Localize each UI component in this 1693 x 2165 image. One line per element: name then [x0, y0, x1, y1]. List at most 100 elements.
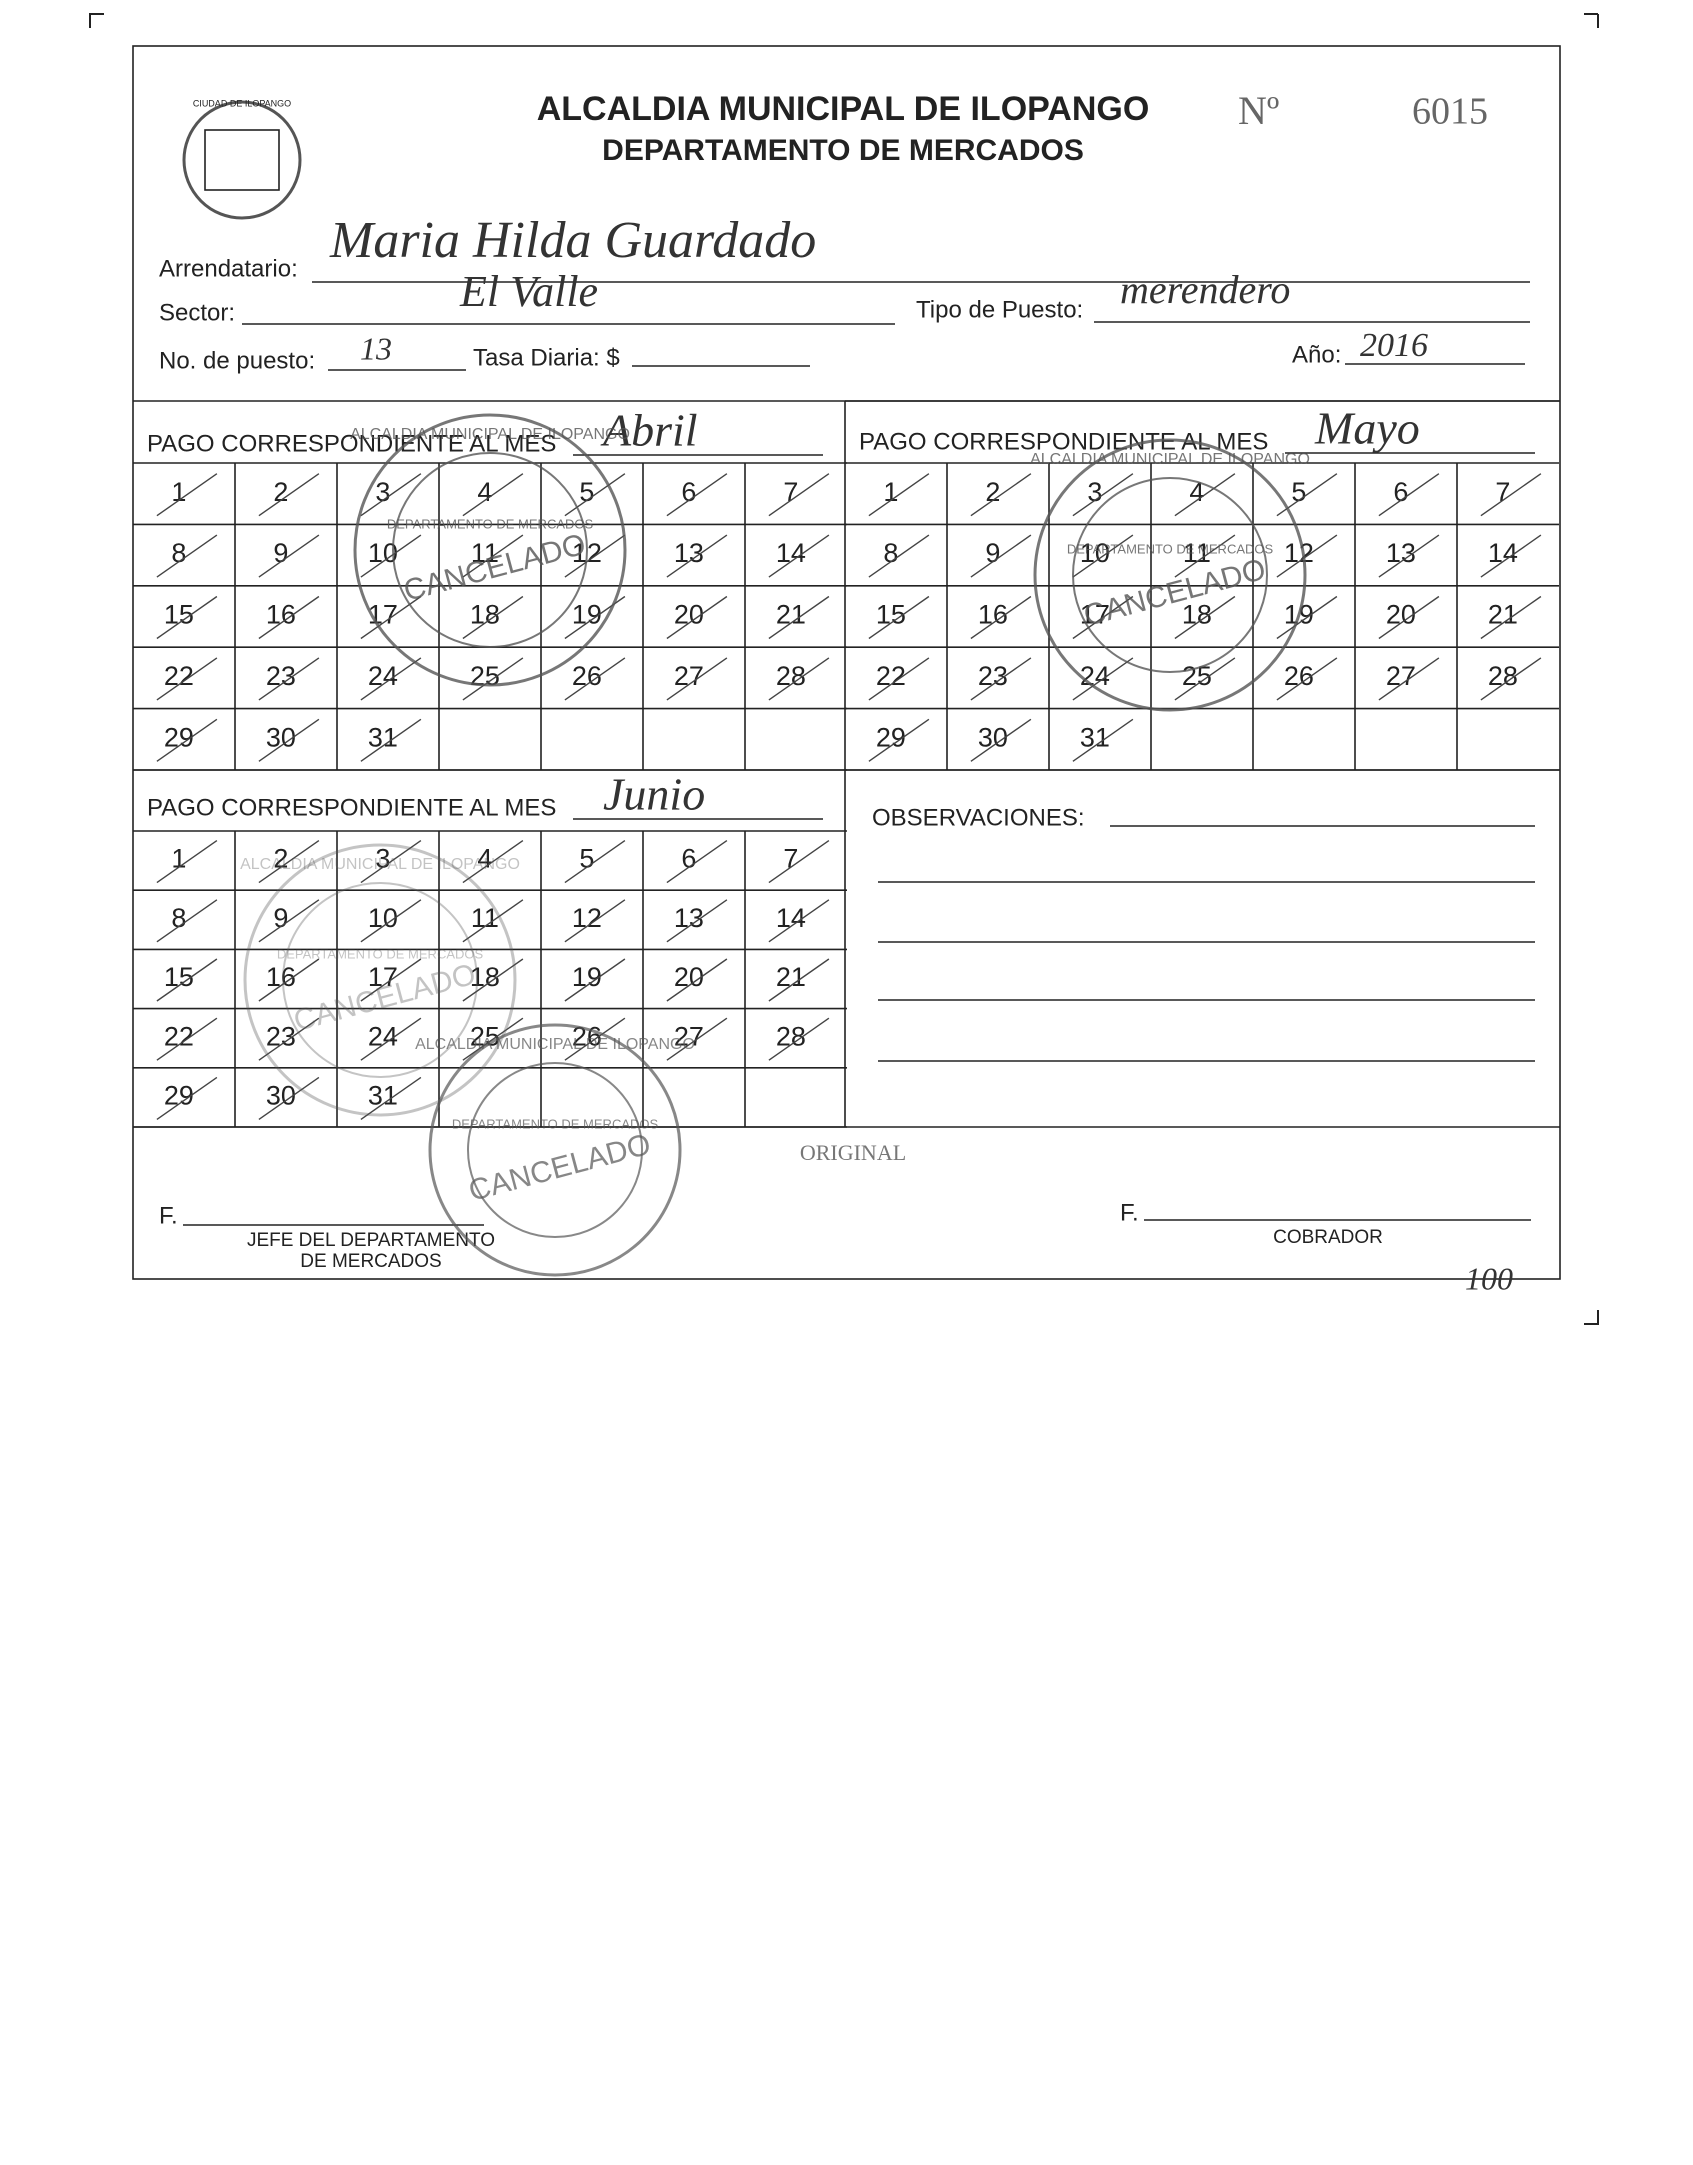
- day-number: 27: [674, 661, 704, 691]
- month-label: PAGO CORRESPONDIENTE AL MES: [147, 794, 556, 821]
- paid-mark: [360, 534, 422, 578]
- paid-mark: [564, 534, 626, 578]
- day-number: 14: [1488, 538, 1518, 568]
- title: ALCALDIA MUNICIPAL DE ILOPANGO: [537, 90, 1150, 128]
- day-number: 24: [368, 1021, 398, 1051]
- stamp: [353, 413, 627, 687]
- day-number: 25: [1182, 661, 1212, 691]
- field-label: Sector:: [159, 299, 235, 326]
- day-number: 10: [368, 903, 398, 933]
- paid-mark: [768, 958, 830, 1002]
- day-number: 16: [978, 600, 1008, 630]
- field-value: 2016: [1360, 327, 1428, 364]
- paid-mark: [768, 657, 830, 701]
- field-value: Maria Hilda Guardado: [329, 212, 816, 269]
- day-number: 16: [266, 600, 296, 630]
- field-label: Tipo de Puesto:: [916, 296, 1083, 323]
- day-number: 3: [375, 844, 390, 874]
- day-number: 4: [1189, 477, 1204, 507]
- field-label: Tasa Diaria: $: [473, 344, 620, 371]
- day-number: 31: [368, 722, 398, 752]
- day-number: 12: [1284, 538, 1314, 568]
- stamp: [467, 1062, 643, 1238]
- paid-mark: [360, 899, 422, 943]
- paid-mark: [1378, 595, 1440, 640]
- day-number: 26: [572, 661, 602, 691]
- day-number: 20: [674, 962, 704, 992]
- paid-mark: [360, 657, 422, 701]
- day-number: 15: [164, 600, 194, 630]
- day-number: 11: [1183, 538, 1211, 568]
- paid-mark: [462, 657, 524, 701]
- paid-mark: [258, 1076, 320, 1120]
- day-number: 2: [985, 477, 1000, 507]
- day-number: 22: [164, 661, 194, 691]
- month-value: Mayo: [1314, 403, 1420, 454]
- subtitle: DEPARTAMENTO DE MERCADOS: [602, 134, 1084, 167]
- paid-mark: [258, 958, 320, 1002]
- paid-mark: [666, 595, 728, 640]
- paid-mark: [360, 718, 422, 762]
- day-number: 9: [985, 538, 1000, 568]
- paid-mark: [258, 718, 320, 762]
- field-value: El Valle: [459, 267, 598, 316]
- paid-mark: [156, 899, 218, 943]
- paid-mark: [1072, 473, 1134, 517]
- paid-mark: [156, 718, 218, 762]
- paid-mark: [258, 534, 320, 578]
- paid-mark: [156, 473, 218, 517]
- day-number: 3: [375, 477, 390, 507]
- day-number: 12: [572, 903, 602, 933]
- day-number: 14: [776, 538, 806, 568]
- stamp-ring: ALCALDIA MUNICIPAL DE ILOPANGO: [240, 856, 520, 873]
- paid-mark: [564, 899, 626, 943]
- day-number: 11: [471, 538, 499, 568]
- paid-mark: [1174, 657, 1236, 701]
- receipt-number: 6015: [1412, 91, 1488, 133]
- paid-mark: [666, 1017, 728, 1061]
- paid-mark: [1072, 657, 1134, 701]
- day-number: 9: [273, 903, 288, 933]
- logo-text: CIUDAD DE ILOPANGO: [193, 98, 291, 108]
- paid-mark: [1072, 534, 1134, 578]
- day-number: 8: [171, 903, 186, 933]
- signature-label: F.: [1120, 1199, 1139, 1226]
- day-number: 6: [681, 477, 696, 507]
- day-number: 21: [1488, 600, 1518, 630]
- paid-mark: [868, 595, 930, 640]
- paid-mark: [360, 1076, 422, 1120]
- original-label: ORIGINAL: [800, 1140, 906, 1165]
- paid-mark: [156, 840, 218, 884]
- handwritten-note: 100: [1465, 1260, 1513, 1296]
- day-number: 9: [273, 538, 288, 568]
- day-number: 4: [477, 844, 492, 874]
- paid-mark: [1480, 534, 1542, 578]
- form-border: [132, 45, 1561, 1280]
- paid-mark: [666, 534, 728, 578]
- paid-mark: [1174, 473, 1236, 517]
- number-label: Nº: [1238, 88, 1279, 133]
- month-value: Junio: [603, 769, 705, 820]
- stamp-center: DEPARTAMENTO DE MERCADOS: [277, 946, 484, 961]
- signature-label: F.: [159, 1202, 178, 1229]
- day-number: 26: [1284, 661, 1314, 691]
- day-number: 7: [783, 477, 798, 507]
- day-number: 2: [273, 477, 288, 507]
- scan-corner: [89, 13, 1599, 1325]
- paid-mark: [564, 958, 626, 1002]
- paid-mark: [1072, 718, 1134, 762]
- paid-mark: [868, 718, 930, 762]
- paid-mark: [360, 473, 422, 517]
- paid-mark: [1378, 657, 1440, 701]
- paid-mark: [970, 534, 1032, 578]
- day-number: 15: [876, 600, 906, 630]
- paid-mark: [564, 840, 626, 884]
- paid-mark: [360, 595, 422, 640]
- day-number: 5: [579, 477, 594, 507]
- paid-mark: [156, 958, 218, 1002]
- day-number: 22: [164, 1021, 194, 1051]
- paid-mark: [666, 473, 728, 517]
- day-number: 18: [470, 962, 500, 992]
- day-number: 13: [1386, 538, 1416, 568]
